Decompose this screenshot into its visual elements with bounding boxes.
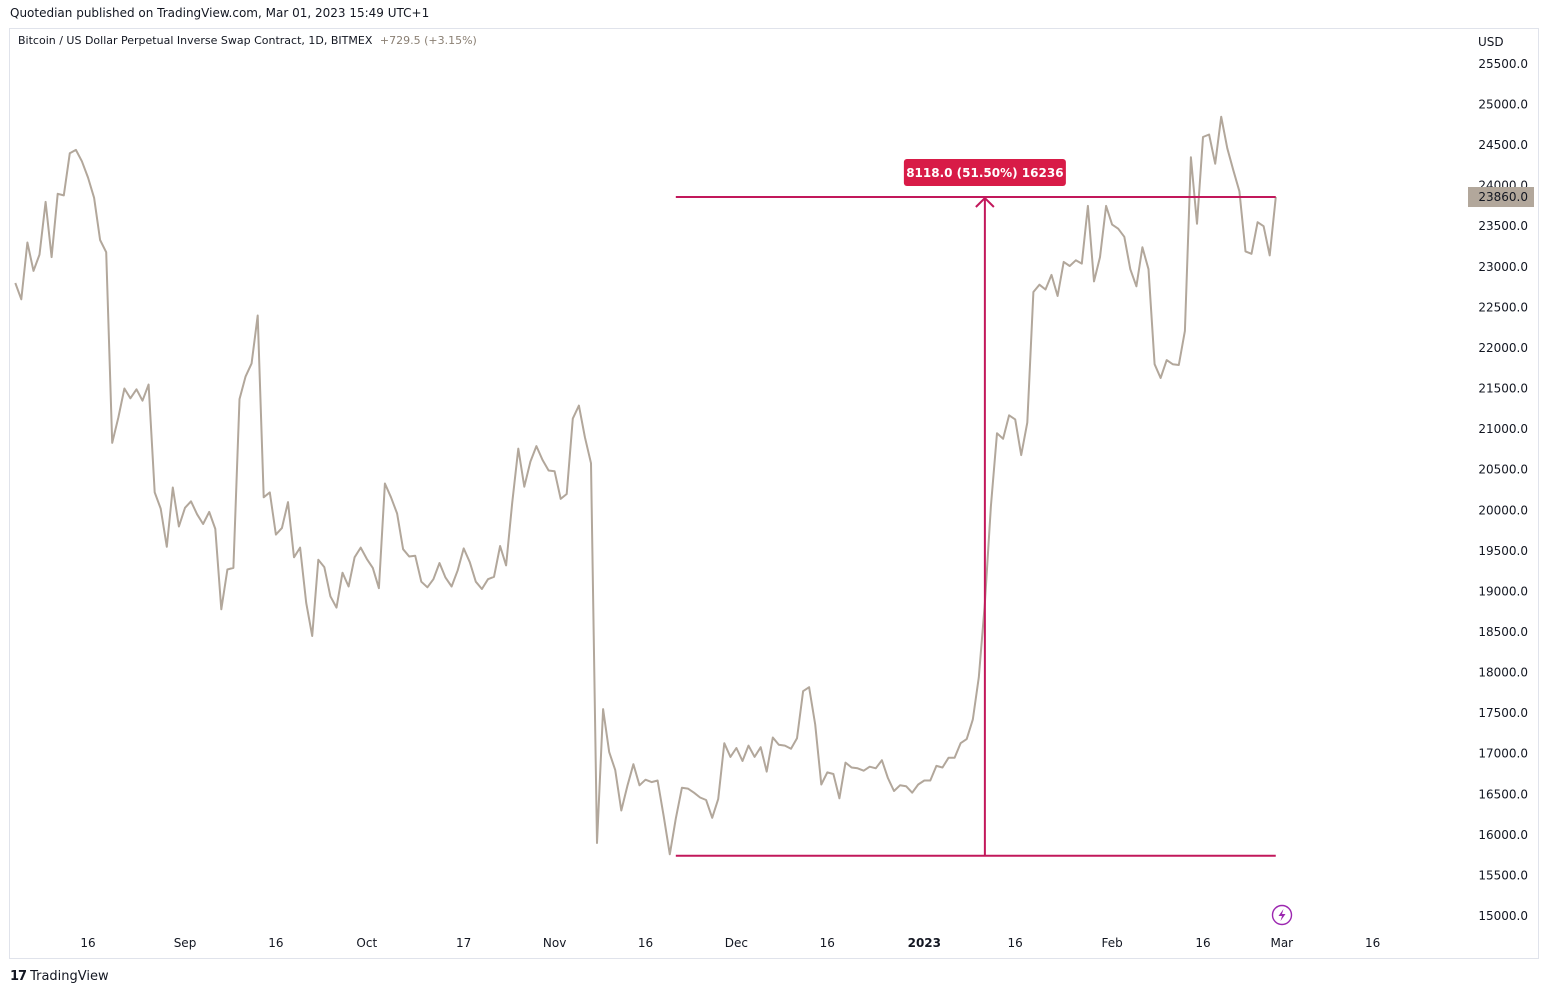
measure-tool[interactable]: 8118.0 (51.50%) 16236 xyxy=(675,159,1276,857)
y-tick-label: 18500.0 xyxy=(1478,625,1528,639)
y-tick-label: 25500.0 xyxy=(1478,57,1528,71)
y-tick-label: 17000.0 xyxy=(1478,747,1528,761)
price-change: +729.5 (+3.15%) xyxy=(379,34,477,47)
y-tick-label: 21500.0 xyxy=(1478,382,1528,396)
symbol-legend: Bitcoin / US Dollar Perpetual Inverse Sw… xyxy=(18,34,477,47)
y-tick-label: 19000.0 xyxy=(1478,584,1528,598)
x-tick-label: 16 xyxy=(820,936,835,950)
y-tick-label: 21000.0 xyxy=(1478,422,1528,436)
y-axis-unit-label: USD xyxy=(1478,35,1504,49)
y-tick-label: 16000.0 xyxy=(1478,828,1528,842)
lightning-icon[interactable] xyxy=(1271,904,1293,926)
y-tick-label: 19500.0 xyxy=(1478,544,1528,558)
published-caption: Quotedian published on TradingView.com, … xyxy=(10,6,430,20)
last-price-label: 23860.0 xyxy=(1478,190,1528,204)
last-price-box xyxy=(1468,187,1534,208)
time-axis[interactable]: 16 Sep 16 Oct 17 Nov 16 Dec 16 2023 16 Feb 16 Mar 16 xyxy=(80,936,1380,950)
x-tick-label: Mar xyxy=(1270,936,1293,950)
y-tick-label: 20500.0 xyxy=(1478,463,1528,477)
x-tick-label: 16 xyxy=(1365,936,1380,950)
y-tick-label: 23500.0 xyxy=(1478,219,1528,233)
y-tick-label: 24500.0 xyxy=(1478,138,1528,152)
symbol-title: Bitcoin / US Dollar Perpetual Inverse Sw… xyxy=(18,34,373,47)
y-tick-label: 22000.0 xyxy=(1478,341,1528,355)
x-tick-label: Sep xyxy=(174,936,197,950)
y-tick-label: 25000.0 xyxy=(1478,98,1528,112)
price-line-layer xyxy=(14,115,1277,856)
x-tick-label: Nov xyxy=(543,936,566,950)
measure-label-box xyxy=(903,159,1066,187)
y-tick-label: 18000.0 xyxy=(1478,666,1528,680)
y-tick-label: 15000.0 xyxy=(1478,909,1528,923)
x-tick-label: 17 xyxy=(456,936,471,950)
brand-name: TradingView xyxy=(30,969,109,984)
chart-frame xyxy=(9,28,1539,959)
x-tick-label: 16 xyxy=(1195,936,1210,950)
y-tick-label: 23000.0 xyxy=(1478,260,1528,274)
y-tick-label: 22500.0 xyxy=(1478,300,1528,314)
x-tick-label: 16 xyxy=(638,936,653,950)
x-tick-label: 2023 xyxy=(908,936,941,950)
price-axis[interactable]: USD 15000.0 15500.0 16000.0 16500.0 17000.0 17… xyxy=(1478,35,1528,923)
y-tick-label: 17500.0 xyxy=(1478,706,1528,720)
x-tick-label: 16 xyxy=(268,936,283,950)
x-tick-label: 16 xyxy=(1008,936,1023,950)
x-tick-label: Oct xyxy=(356,936,377,950)
measure-label: 8118.0 (51.50%) 16236 xyxy=(906,166,1063,180)
x-tick-label: 16 xyxy=(80,936,95,950)
y-tick-label: 15500.0 xyxy=(1478,868,1528,882)
y-tick-label: 16500.0 xyxy=(1478,787,1528,801)
last-price-marker: 23860.0 xyxy=(1468,187,1534,208)
y-tick-label: 20000.0 xyxy=(1478,503,1528,517)
tradingview-brand[interactable]: 17 TradingView xyxy=(10,969,109,984)
measure-arrow-icon xyxy=(975,196,995,208)
price-series-line xyxy=(14,115,1277,856)
tradingview-logo-icon: 17 xyxy=(10,969,27,984)
x-tick-label: Dec xyxy=(725,936,748,950)
x-tick-label: Feb xyxy=(1101,936,1122,950)
